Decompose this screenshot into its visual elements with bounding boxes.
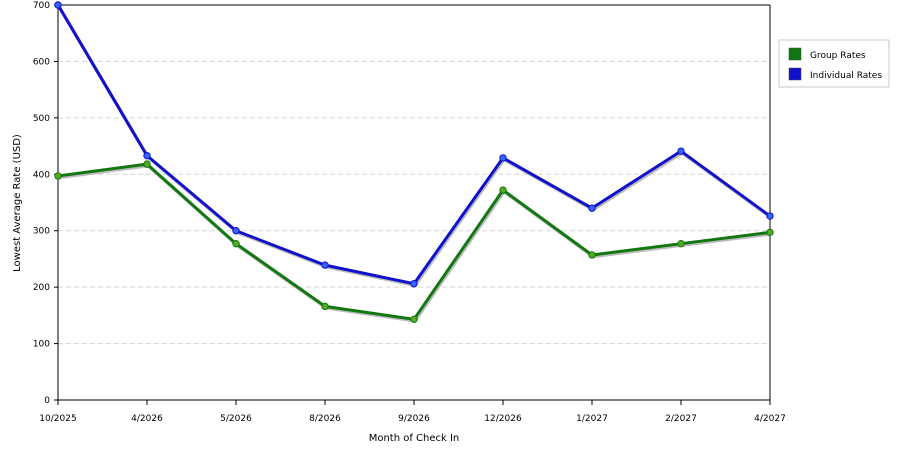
x-tick-label: 4/2027 [754,414,786,424]
x-tick-label: 5/2026 [220,414,252,424]
x-tick-label: 2/2027 [665,414,697,424]
data-point [766,228,774,237]
data-point [321,261,329,269]
data-point [499,154,507,162]
series-layer [54,1,774,324]
y-tick-label: 400 [33,170,50,180]
series-shadow [57,5,773,288]
x-axis-title: Month of Check In [369,433,460,444]
y-tick-label: 300 [33,227,50,237]
data-point [321,302,329,311]
legend-swatch [788,67,802,81]
y-tick-label: 100 [33,340,50,350]
x-tick-label: 10/2025 [39,414,76,424]
data-point [54,172,62,180]
data-point [410,315,418,324]
series-line [57,162,771,321]
y-tick-label: 600 [33,57,50,67]
y-tick-label: 700 [33,1,50,11]
x-tick-label: 1/2027 [576,414,608,424]
legend-items: Group Rates Individual Rates [788,47,882,81]
data-point [143,151,151,160]
x-tick-label: 9/2026 [398,414,430,424]
data-point [677,239,685,248]
data-point [232,239,240,248]
legend: Group Rates Individual Rates [778,39,890,88]
y-tick-label: 200 [33,283,50,293]
y-tick-label: 500 [33,114,50,124]
data-point [232,227,240,235]
legend-label: Group Rates [810,51,866,61]
y-tick-label: 0 [44,396,50,406]
data-point [677,147,685,155]
data-point [766,212,774,220]
legend-label: Individual Rates [810,71,882,81]
x-tick-label: 4/2026 [131,414,163,424]
data-point [588,251,596,259]
data-point [588,204,596,212]
axes: 0 100 200 300 400 500 600 700 10/2025 4/2026 5/202… [33,1,786,424]
data-point [410,280,418,288]
x-tick-label: 12/2026 [484,414,522,424]
data-point [499,186,507,194]
series-shadow [58,163,772,323]
data-point [143,160,151,168]
data-point [54,1,62,9]
grid-lines [58,4,770,345]
series-line [56,4,771,286]
x-tick-label: 8/2026 [309,414,341,424]
y-axis-title: Lowest Average Rate (USD) [12,134,23,272]
legend-swatch [788,47,802,61]
